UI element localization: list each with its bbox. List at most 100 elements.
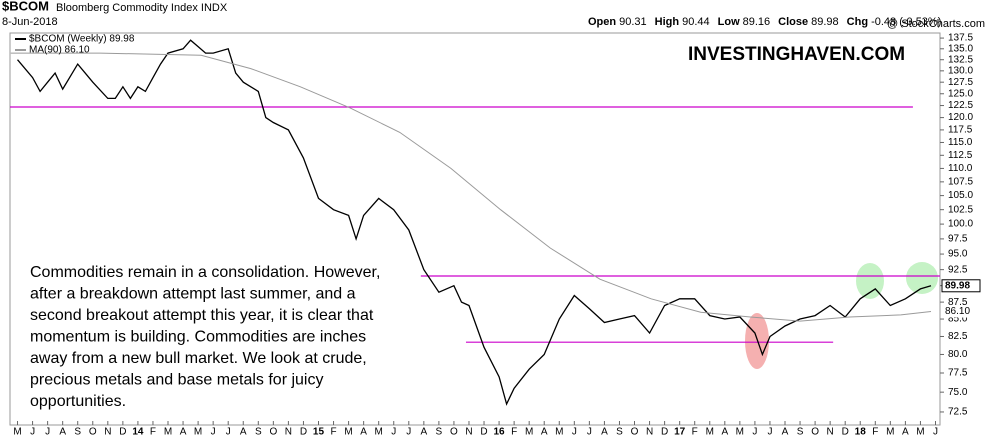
series-line bbox=[10, 52, 932, 322]
x-tick-label: D bbox=[661, 427, 668, 438]
y-tick-label: 137.5 bbox=[948, 33, 973, 44]
series-line bbox=[17, 39, 932, 406]
y-tick-label: 100.0 bbox=[948, 219, 973, 230]
x-tick-label: A bbox=[541, 427, 548, 438]
y-tick-label: 72.5 bbox=[948, 407, 968, 418]
price-tag: 89.98 bbox=[945, 280, 970, 291]
y-tick-label: 130.0 bbox=[948, 65, 973, 76]
y-tick-label: 110.0 bbox=[948, 163, 973, 174]
x-tick-label: A bbox=[721, 427, 728, 438]
x-tick-label: M bbox=[736, 427, 744, 438]
x-tick-label: S bbox=[255, 427, 262, 438]
y-tick-label: 107.5 bbox=[948, 176, 973, 187]
x-tick-label: 15 bbox=[313, 427, 325, 438]
x-tick-label: M bbox=[706, 427, 714, 438]
annotation-line: away from a new bull market. We look at … bbox=[30, 350, 367, 367]
x-tick-label: A bbox=[902, 427, 909, 438]
x-tick-label: M bbox=[555, 427, 563, 438]
price-tag-box bbox=[942, 305, 980, 318]
chart-title: Bloomberg Commodity Index INDX bbox=[56, 2, 228, 14]
ohlc-value: 89.98 bbox=[811, 16, 839, 28]
date: 8-Jun-2018 bbox=[2, 16, 58, 28]
y-tick-label: 127.5 bbox=[948, 77, 973, 88]
x-tick-label: O bbox=[631, 427, 639, 438]
y-tick-label: 132.5 bbox=[948, 54, 973, 65]
annotation-line: momentum is building. Commodities are in… bbox=[30, 329, 366, 346]
x-tick-label: N bbox=[465, 427, 472, 438]
x-tick-label: J bbox=[226, 427, 231, 438]
x-tick-label: J bbox=[767, 427, 772, 438]
x-tick-label: N bbox=[827, 427, 834, 438]
annotation-line: precious metals and base metals for juic… bbox=[30, 372, 323, 389]
y-tick-label: 125.0 bbox=[948, 88, 973, 99]
x-tick-label: D bbox=[842, 427, 849, 438]
ohlc-label: Open bbox=[588, 16, 616, 28]
y-tick-label: 117.5 bbox=[948, 125, 973, 136]
x-tick-label: M bbox=[13, 427, 21, 438]
x-tick-label: M bbox=[916, 427, 924, 438]
x-tick-label: D bbox=[119, 427, 126, 438]
x-tick-label: F bbox=[330, 427, 336, 438]
x-tick-label: A bbox=[180, 427, 187, 438]
ohlc-value: -0.48 (-0.53%) bbox=[871, 16, 941, 28]
symbol: $BCOM bbox=[2, 0, 49, 13]
x-tick-label: N bbox=[285, 427, 292, 438]
y-tick-label: 135.0 bbox=[948, 43, 973, 54]
x-tick-label: S bbox=[436, 427, 443, 438]
x-tick-label: F bbox=[872, 427, 878, 438]
x-tick-label: M bbox=[375, 427, 383, 438]
x-tick-label: 14 bbox=[132, 427, 144, 438]
annotation-line: Commodities remain in a consolidation. H… bbox=[30, 264, 380, 281]
y-tick-label: 75.0 bbox=[948, 387, 968, 398]
x-tick-label: J bbox=[406, 427, 411, 438]
x-tick-label: O bbox=[450, 427, 458, 438]
x-tick-label: O bbox=[89, 427, 97, 438]
highlight bbox=[906, 262, 938, 294]
y-tick-label: 112.5 bbox=[948, 150, 973, 161]
x-tick-label: A bbox=[782, 427, 789, 438]
x-tick-label: J bbox=[587, 427, 592, 438]
ohlc-label: Chg bbox=[847, 16, 868, 28]
x-tick-label: A bbox=[601, 427, 608, 438]
ohlc-value: 89.16 bbox=[743, 16, 771, 28]
x-tick-label: A bbox=[59, 427, 66, 438]
x-tick-label: N bbox=[646, 427, 653, 438]
x-tick-label: S bbox=[616, 427, 623, 438]
annotation-line: second breakout attempt this year, it is… bbox=[30, 307, 374, 324]
price-tag: 86.10 bbox=[945, 306, 970, 317]
y-tick-label: 105.0 bbox=[948, 190, 973, 201]
y-tick-label: 82.5 bbox=[948, 331, 968, 342]
ohlc-label: Close bbox=[778, 16, 808, 28]
annotation-line: opportunities. bbox=[30, 393, 126, 410]
y-tick-label: 115.0 bbox=[948, 137, 973, 148]
x-tick-label: A bbox=[420, 427, 427, 438]
x-tick-label: O bbox=[269, 427, 277, 438]
highlight bbox=[745, 313, 769, 369]
x-tick-label: F bbox=[150, 427, 156, 438]
y-tick-label: 102.5 bbox=[948, 204, 973, 215]
x-tick-label: J bbox=[572, 427, 577, 438]
watermark: INVESTINGHAVEN.COM bbox=[688, 44, 905, 65]
x-tick-label: M bbox=[164, 427, 172, 438]
y-tick-label: 122.5 bbox=[948, 100, 973, 111]
price-tag-box bbox=[941, 279, 981, 293]
x-tick-label: S bbox=[74, 427, 81, 438]
ohlc-value: 90.44 bbox=[682, 16, 710, 28]
y-tick-label: 80.0 bbox=[948, 349, 968, 360]
x-tick-label: 16 bbox=[494, 427, 506, 438]
x-tick-label: J bbox=[391, 427, 396, 438]
x-tick-label: F bbox=[692, 427, 698, 438]
x-tick-label: J bbox=[30, 427, 35, 438]
x-tick-label: A bbox=[240, 427, 247, 438]
y-tick-label: 87.5 bbox=[948, 297, 968, 308]
ohlc-label: Low bbox=[718, 16, 740, 28]
x-tick-label: 18 bbox=[855, 427, 867, 438]
x-tick-label: M bbox=[344, 427, 352, 438]
x-tick-label: M bbox=[525, 427, 533, 438]
legend-label: MA(90) 86.10 bbox=[29, 45, 90, 56]
ohlc-value: 90.31 bbox=[619, 16, 647, 28]
y-tick-label: 97.5 bbox=[948, 234, 968, 245]
x-tick-label: J bbox=[752, 427, 757, 438]
plot-frame bbox=[9, 32, 941, 426]
